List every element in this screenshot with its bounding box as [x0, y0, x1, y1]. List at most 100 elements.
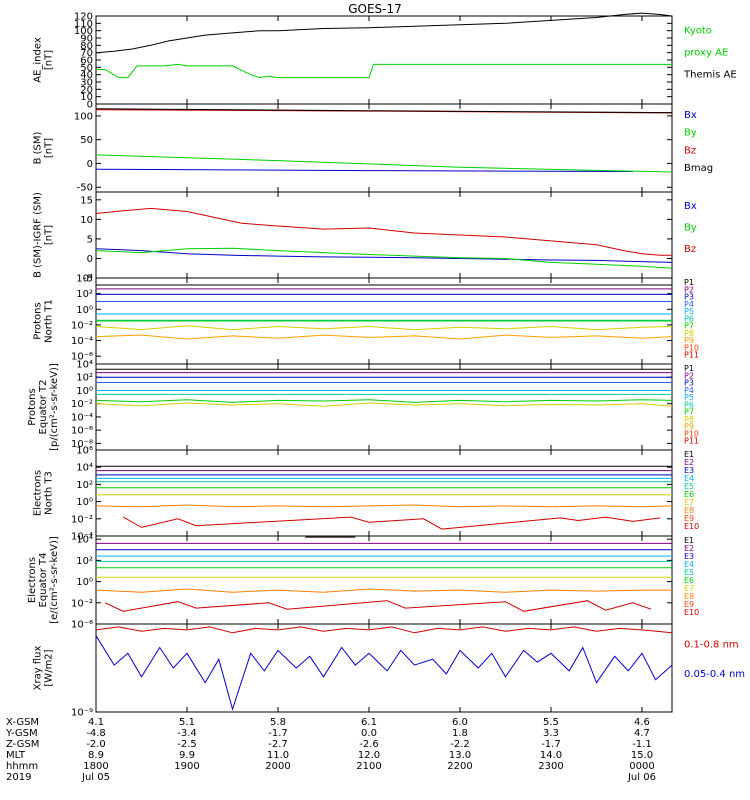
legend-ee: E10 [684, 608, 699, 617]
ytick-label-ee: 10⁻² [71, 598, 93, 609]
panel-frame-bsm [95, 103, 673, 193]
ytick-label-ae: 40 [80, 70, 93, 81]
ylabel-pn: North T1 [44, 299, 55, 343]
ylabel-pn: Protons [33, 302, 44, 339]
ytick-label-bsm: 50 [80, 135, 93, 146]
legend-ee: E2 [684, 544, 694, 553]
series-line-ae-kyoto-proxy-ae [96, 63, 672, 79]
legend-pe: P11 [684, 437, 699, 446]
ytick-label-bdiff: 15 [80, 195, 93, 206]
legend-bdiff: Bz [684, 244, 696, 255]
xaxis-tick-label: -2.7 [268, 739, 288, 750]
legend-en: E2 [684, 458, 694, 467]
xaxis-tick-label: 0.0 [361, 728, 377, 739]
panel-frame-xray [95, 623, 673, 713]
xaxis-tick-label: 2100 [356, 761, 381, 772]
panel-frame-bdiff [95, 191, 673, 279]
ylabel-pe: [p/(cm²-s-sr-keV)] [49, 363, 60, 451]
ytick-label-pe: 10⁻⁸ [71, 439, 93, 450]
ytick-label-bsm: 0 [87, 159, 93, 170]
legend-en: E8 [684, 506, 694, 515]
panel-frame-ee [95, 535, 673, 625]
xaxis-tick-label: -1.7 [541, 739, 561, 750]
legend-ae: Kyoto [684, 26, 712, 37]
ytick-label-pe: 10⁻⁴ [71, 412, 93, 423]
ylabel-ae: AE_index [33, 37, 44, 83]
xaxis-tick-label: 13.0 [449, 750, 471, 761]
ytick-label-pn: 10⁻⁶ [71, 352, 93, 363]
series-line-xray-0-1-0-8-nm [95, 626, 673, 634]
xaxis-tick-label: -1.1 [632, 739, 652, 750]
legend-bsm: Bx [684, 110, 697, 121]
xaxis-tick-label: 3.3 [543, 728, 559, 739]
legend-bsm: By [684, 128, 697, 139]
ytick-label-bdiff: 5 [87, 234, 93, 245]
legend-bdiff: Bx [684, 201, 697, 212]
xaxis-tick-label: -4.8 [86, 728, 106, 739]
xaxis-tick-label: Jul 05 [81, 772, 110, 783]
xaxis-tick-label: 4.6 [634, 717, 650, 728]
ytick-label-ae: 100 [74, 26, 93, 37]
ytick-label-bsm: -50 [77, 183, 93, 194]
legend-bsm: Bmag [684, 163, 713, 174]
legend-pn: P8 [684, 329, 694, 338]
legend-ee: E1 [684, 536, 694, 545]
ytick-label-ae: 30 [80, 78, 93, 89]
legend-pn: P2 [684, 285, 694, 294]
series-line-bsm-by [95, 154, 673, 173]
ytick-label-ae: 70 [80, 48, 93, 59]
ytick-label-pe: 10⁴ [76, 360, 93, 371]
xaxis-tick-label: -2.2 [450, 739, 470, 750]
legend-pn: P10 [684, 343, 699, 352]
panel-frame-en [95, 449, 673, 537]
series-line-pe-p7 [95, 399, 673, 403]
series-line-en-e10 [123, 516, 661, 530]
ytick-label-pn: 10⁻⁴ [71, 336, 93, 347]
xaxis-tick-label: 4.7 [634, 728, 650, 739]
xaxis-tick-label: 9.9 [179, 750, 195, 761]
legend-ee: E9 [684, 600, 694, 609]
ylabel-pe: Protons [27, 388, 38, 425]
ytick-label-ae: 120 [74, 12, 93, 23]
series-line-pe-p8 [95, 402, 673, 407]
xaxis-tick-label: -2.0 [86, 739, 106, 750]
ytick-label-en: 10⁴ [76, 463, 93, 474]
ylabel-bsm: [nT] [44, 138, 55, 158]
series-line-ee-e10 [104, 600, 652, 612]
xaxis-tick-label: -2.6 [359, 739, 379, 750]
legend-en: E7 [684, 498, 694, 507]
ytick-label-ee: 10⁴ [76, 535, 93, 546]
xaxis-tick-label: 1900 [174, 761, 199, 772]
ytick-label-bdiff: -5 [83, 274, 93, 285]
legend-pn: P1 [684, 278, 694, 287]
ytick-label-pe: 10⁰ [76, 386, 93, 397]
legend-ae: Themis AE [683, 70, 737, 81]
ytick-label-ae: 50 [80, 63, 93, 74]
xaxis-row-label: X-GSM [6, 717, 39, 728]
xaxis-tick-label: 6.1 [361, 717, 377, 728]
ylabel-pe: Equator T2 [38, 380, 49, 435]
xaxis-tick-label: Jul 06 [627, 772, 656, 783]
ytick-label-en: 10⁻⁴ [71, 532, 93, 543]
ytick-label-pn: 10⁻² [71, 320, 93, 331]
legend-pn: P6 [684, 314, 694, 323]
legend-bdiff: By [684, 223, 697, 234]
legend-en: E6 [684, 490, 694, 499]
legend-pn: P9 [684, 336, 694, 345]
ylabel-ee: Equator T4 [38, 553, 49, 608]
ytick-label-pn: 10⁴ [76, 274, 93, 285]
ytick-label-pe: 10⁻² [71, 399, 93, 410]
ytick-label-ae: 110 [74, 19, 93, 30]
ylabel-bdiff: B (SM)-IGRF (SM) [33, 192, 44, 278]
legend-ee: E5 [684, 568, 694, 577]
ytick-label-en: 10² [76, 480, 93, 491]
series-line-bdiff-by [95, 247, 673, 269]
ytick-label-bsm: 100 [74, 111, 93, 122]
legend-ee: E6 [684, 576, 694, 585]
legend-pe: P10 [684, 429, 699, 438]
xaxis-tick-label: 5.8 [270, 717, 286, 728]
xaxis-tick-label: -1.7 [268, 728, 288, 739]
ytick-label-pn: 10⁰ [76, 305, 93, 316]
ylabel-en: Electrons [33, 470, 44, 516]
legend-pn: P7 [684, 322, 694, 331]
